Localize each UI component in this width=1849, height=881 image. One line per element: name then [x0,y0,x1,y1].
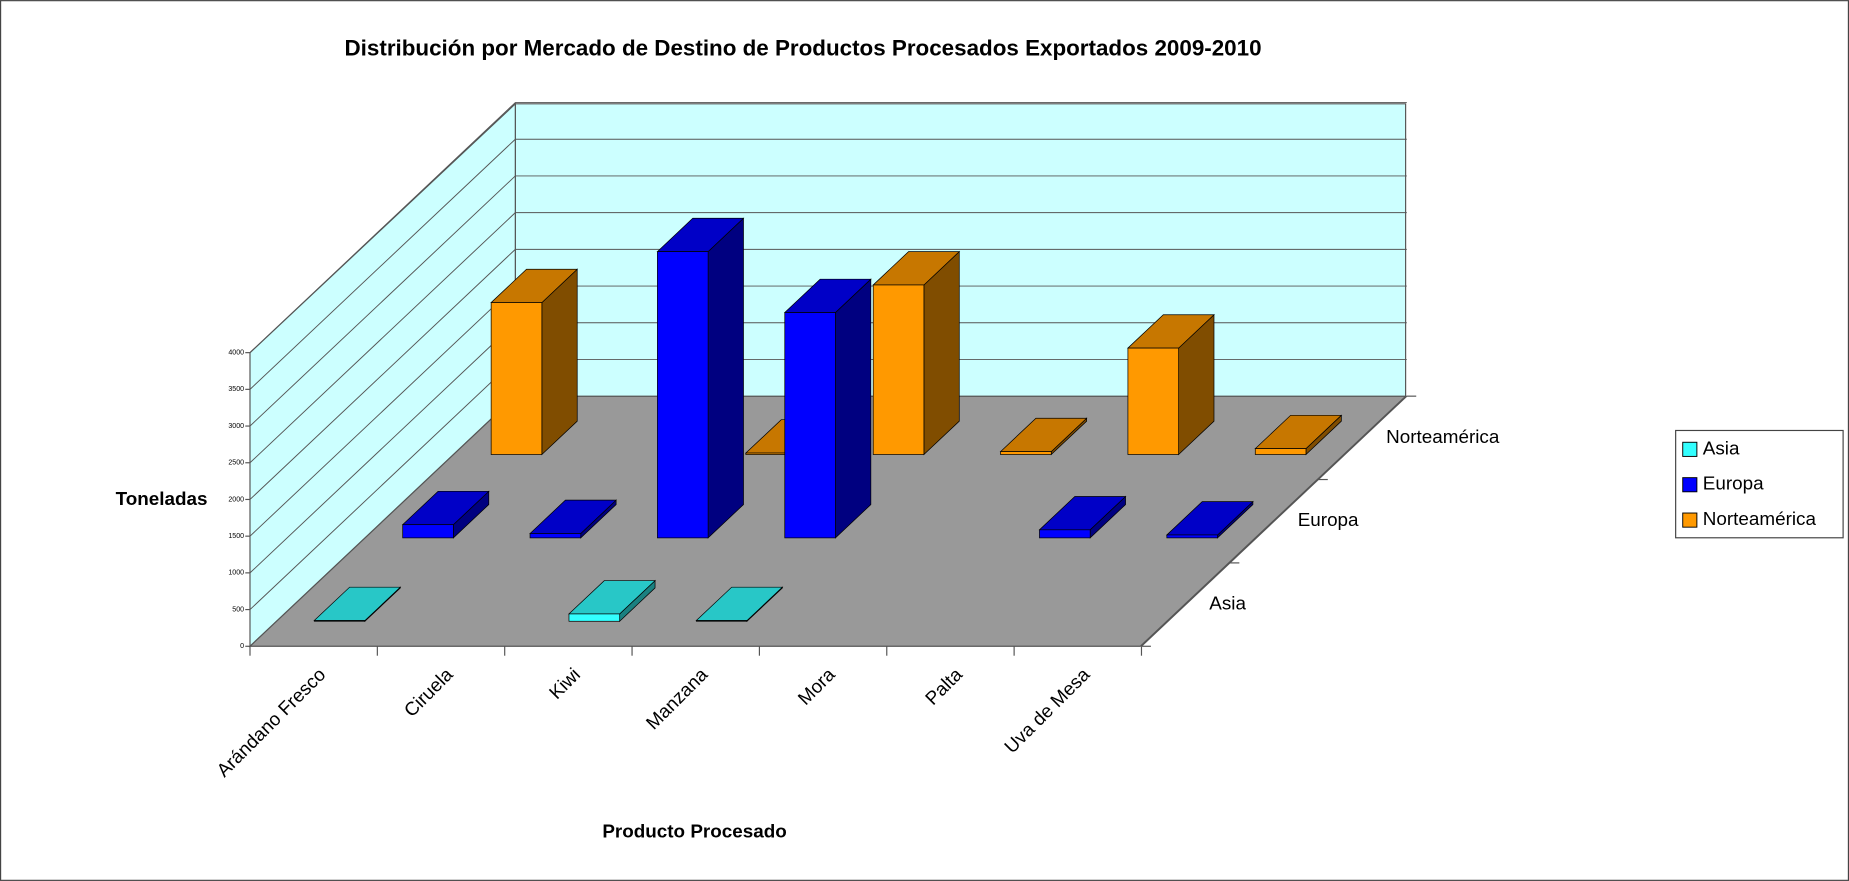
depth-label: Europa [1298,509,1359,530]
legend [1675,429,1844,539]
bar-side [835,278,872,539]
depth-label: Asia [1209,593,1246,614]
bar [401,490,490,539]
bar [1165,500,1254,539]
legend-entries: Asia Europa Norteamérica [1682,437,1817,529]
bar-front [313,620,366,622]
x-axis-label: Producto Procesado [602,821,786,842]
legend-label: Asia [1703,437,1740,458]
bar-front [657,251,709,539]
grid [249,102,1407,610]
y-tick-label: 500 [232,606,244,613]
y-tick-label: 2000 [228,496,244,503]
bar-front [1127,347,1179,455]
bar-front [784,312,836,539]
y-axis-label: Toneladas [116,488,208,509]
bar [783,278,872,539]
bar-front [402,524,454,539]
bar-front [1039,529,1091,539]
y-tick-label: 0 [240,643,244,650]
legend-swatch [1682,512,1698,528]
bar-front [568,613,621,622]
legend-label: Norteamérica [1703,508,1817,529]
y-tick-label: 4000 [228,350,244,357]
grid-line [249,212,1407,464]
bar-front [490,302,543,455]
bar [1254,414,1343,456]
bar [568,579,656,623]
grid-line [249,138,1407,390]
bar [999,417,1088,456]
bar [490,268,579,456]
legend-swatch [1682,441,1698,457]
legend-swatch [1682,477,1698,493]
grid-line [249,175,1407,427]
bar [313,586,402,623]
bar-front [872,284,925,455]
y-tick-label: 3500 [228,386,244,393]
grid-line [249,248,1407,500]
y-tick-label: 1500 [228,533,244,540]
y-tick-label: 1000 [228,570,244,577]
bar-front [695,620,748,622]
bar [529,499,618,539]
bar-front [529,533,582,539]
bar [656,217,745,539]
bar [1038,495,1127,539]
chart-title: Distribución por Mercado de Destino de P… [345,36,1262,61]
legend-label: Europa [1703,473,1764,494]
bars [313,217,1343,623]
depth-axis [1141,395,1408,647]
back-wall [514,103,1407,397]
y-tick-label: 3000 [228,423,244,430]
bar-side [707,217,744,539]
bar-front [1166,534,1218,539]
grid-line [249,102,1407,353]
bar-front [1000,451,1052,455]
bar [695,586,784,623]
bar-side [923,250,960,456]
bar [1127,313,1215,456]
depth-label: Norteamérica [1386,426,1500,447]
bar [872,250,961,456]
bar-front [1254,448,1307,455]
y-tick-label: 2500 [228,460,244,467]
